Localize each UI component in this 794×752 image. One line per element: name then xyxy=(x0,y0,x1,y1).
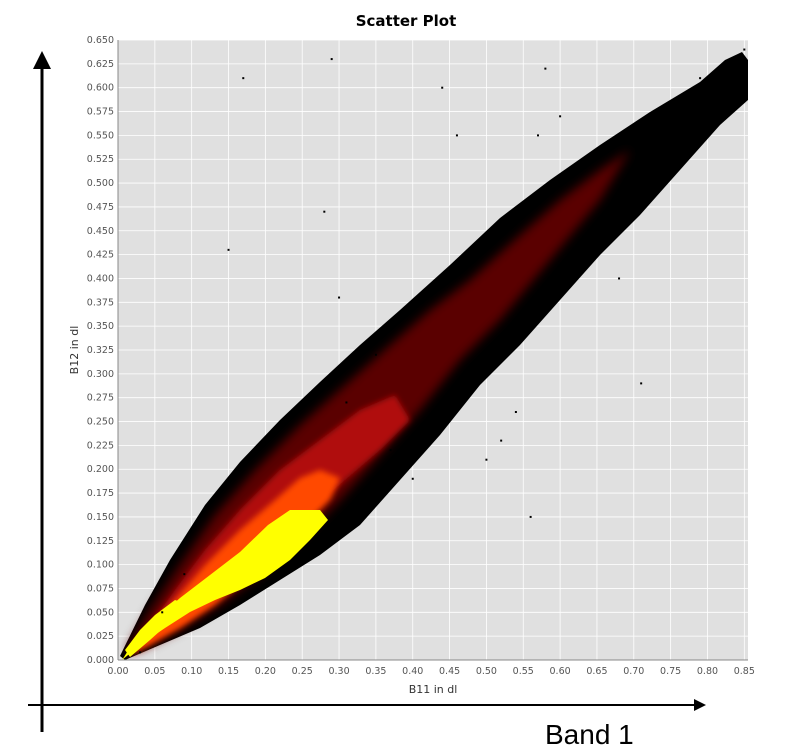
outlier-point xyxy=(161,611,164,614)
x-tick-label: 0.20 xyxy=(255,666,276,677)
outlier-point xyxy=(455,134,458,137)
y-tick-label: 0.325 xyxy=(87,345,114,356)
density-cloud xyxy=(120,52,748,660)
outlier-point xyxy=(183,573,186,576)
y-tick-label: 0.575 xyxy=(87,107,114,118)
x-tick-label: 0.55 xyxy=(513,666,534,677)
y-tick-label: 0.550 xyxy=(87,130,114,141)
y-tick-labels: 0.000 0.025 0.050 0.075 0.100 0.125 0.150 0.175… xyxy=(87,35,114,666)
outlier-point xyxy=(618,277,621,280)
outlier-point xyxy=(662,105,665,108)
x-tick-label: 0.80 xyxy=(697,666,718,677)
x-tick-label: 0.25 xyxy=(292,666,313,677)
y-tick-label: 0.200 xyxy=(87,464,114,475)
outlier-point xyxy=(345,401,348,404)
x-tick-label: 0.10 xyxy=(181,666,202,677)
x-axis-label: B11 in dl xyxy=(409,683,458,696)
outlier-point xyxy=(374,353,377,356)
outlier-point xyxy=(139,651,142,654)
outlier-point xyxy=(500,439,503,442)
x-tick-label: 0.85 xyxy=(734,666,755,677)
outlier-point xyxy=(743,48,746,51)
outlier-point xyxy=(411,477,414,480)
x-tick-label: 0.15 xyxy=(218,666,239,677)
y-tick-label: 0.350 xyxy=(87,321,114,332)
band-1-label: Band 1 xyxy=(545,719,634,750)
x-tick-label: 0.50 xyxy=(476,666,497,677)
y-tick-label: 0.525 xyxy=(87,154,114,165)
x-tick-label: 0.60 xyxy=(550,666,571,677)
y-tick-label: 0.650 xyxy=(87,35,114,46)
y-tick-label: 0.475 xyxy=(87,202,114,213)
y-tick-label: 0.500 xyxy=(87,178,114,189)
outlier-point xyxy=(330,58,333,61)
y-tick-label: 0.050 xyxy=(87,607,114,618)
outlier-point xyxy=(699,77,702,80)
y-tick-label: 0.100 xyxy=(87,560,114,571)
outlier-point xyxy=(242,77,245,80)
x-tick-label: 0.00 xyxy=(107,666,128,677)
outlier-point xyxy=(338,296,341,299)
x-tick-label: 0.35 xyxy=(365,666,386,677)
y-tick-label: 0.150 xyxy=(87,512,114,523)
y-axis-label: B12 in dl xyxy=(68,326,81,375)
outlier-point xyxy=(227,248,230,251)
y-tick-label: 0.025 xyxy=(87,631,114,642)
density-layer-yellow-branch xyxy=(125,600,190,657)
y-tick-label: 0.300 xyxy=(87,369,114,380)
outlier-point xyxy=(529,515,532,518)
y-tick-label: 0.600 xyxy=(87,83,114,94)
y-tick-label: 0.175 xyxy=(87,488,114,499)
outlier-point xyxy=(441,86,444,89)
outlier-point xyxy=(537,134,539,137)
x-tick-labels: 0.00 0.05 0.10 0.15 0.20 0.25 0.30 0.35 0.40 0.45… xyxy=(107,666,754,677)
density-layer-yellow xyxy=(122,510,328,660)
outlier-point xyxy=(559,115,562,118)
x-tick-label: 0.75 xyxy=(660,666,681,677)
y-tick-label: 0.075 xyxy=(87,583,114,594)
y-tick-label: 0.275 xyxy=(87,393,114,404)
y-tick-label: 0.450 xyxy=(87,226,114,237)
outlier-point xyxy=(323,210,326,213)
y-tick-label: 0.225 xyxy=(87,440,114,451)
y-tick-label: 0.400 xyxy=(87,273,114,284)
y-tick-label: 0.000 xyxy=(87,655,114,666)
y-tick-label: 0.250 xyxy=(87,417,114,428)
x-tick-label: 0.65 xyxy=(586,666,607,677)
x-tick-label: 0.40 xyxy=(402,666,423,677)
outlier-point xyxy=(640,382,643,385)
x-tick-label: 0.30 xyxy=(328,666,349,677)
chart-title: Scatter Plot xyxy=(356,12,457,30)
y-tick-label: 0.625 xyxy=(87,59,114,70)
y-tick-label: 0.425 xyxy=(87,250,114,261)
outlier-point xyxy=(389,449,392,452)
outlier-point xyxy=(514,411,517,413)
y-tick-label: 0.125 xyxy=(87,536,114,547)
x-tick-label: 0.70 xyxy=(623,666,644,677)
outlier-points xyxy=(139,48,746,654)
outlier-point xyxy=(485,458,488,461)
outlier-point xyxy=(544,67,547,70)
x-tick-label: 0.45 xyxy=(439,666,460,677)
y-tick-label: 0.375 xyxy=(87,297,114,308)
x-tick-label: 0.05 xyxy=(144,666,165,677)
